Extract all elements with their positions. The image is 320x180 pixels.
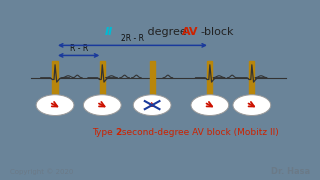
- Text: -block: -block: [201, 27, 234, 37]
- Text: II: II: [105, 27, 113, 37]
- Text: R - R: R - R: [69, 44, 88, 53]
- Text: degree: degree: [144, 27, 190, 37]
- Text: Copyright © 2020: Copyright © 2020: [10, 168, 73, 175]
- Bar: [249, 61, 254, 94]
- Circle shape: [84, 95, 121, 116]
- Bar: [149, 61, 155, 94]
- Circle shape: [233, 95, 271, 116]
- Circle shape: [191, 95, 229, 116]
- Text: second-degree AV block (Mobitz II): second-degree AV block (Mobitz II): [119, 128, 279, 137]
- Text: Type: Type: [92, 128, 116, 137]
- Bar: [207, 61, 212, 94]
- Text: 2R - R: 2R - R: [121, 34, 144, 43]
- Text: Dr. Hasa: Dr. Hasa: [271, 167, 310, 176]
- Circle shape: [133, 95, 171, 116]
- Bar: [52, 61, 58, 94]
- Circle shape: [36, 95, 74, 116]
- Text: 2: 2: [116, 128, 122, 137]
- Bar: [100, 61, 105, 94]
- Text: AV: AV: [182, 27, 199, 37]
